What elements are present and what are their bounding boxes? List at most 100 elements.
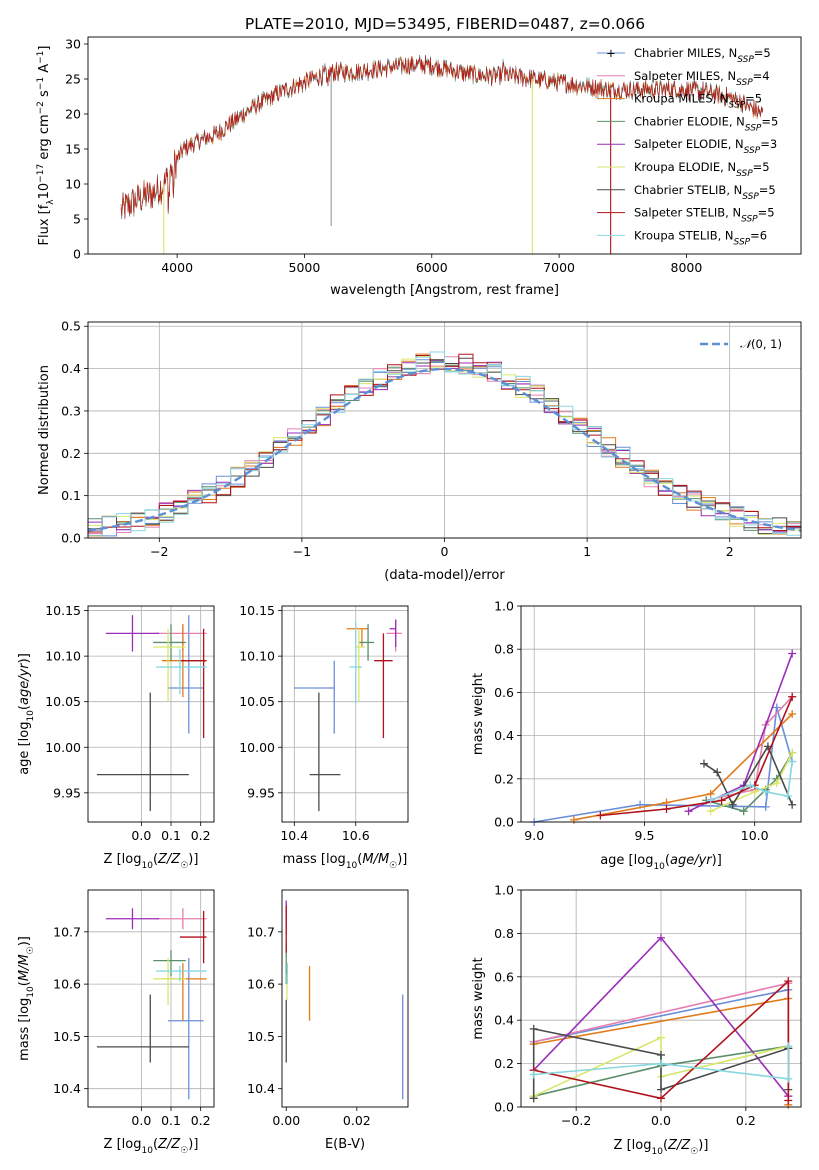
residuals-panel: −2 −1 0 1 2 0.0 0.1 0.2 0.3 0.4 0.5 𝒩(0, 1) (data-mo…: [37, 319, 802, 583]
x-tick-label: 10.6: [342, 828, 370, 843]
weight-marker: [784, 1096, 793, 1105]
y-tick-label: 0.1: [61, 488, 81, 503]
weight-series-line: [534, 706, 793, 823]
y-tick-label: 0.6: [494, 969, 514, 984]
x-axis-label: (data-model)/error: [384, 568, 505, 583]
x-tick-label: 4000: [161, 260, 193, 275]
weight-marker: [706, 796, 715, 805]
errorbar-group: [285, 900, 404, 1100]
gaussian-curve: [87, 367, 802, 532]
errorbar-group: [96, 908, 207, 1100]
weight-series-line: [706, 696, 793, 802]
y-tick-label: 0.4: [494, 728, 514, 743]
weight-marker: [788, 649, 797, 658]
errorbar-group: [96, 615, 207, 812]
mass-vs-extinction-panel: 0.00 0.02 10.4 10.5 10.6 10.7 E(B-V): [247, 889, 409, 1152]
x-tick-label: 0.2: [191, 828, 211, 843]
y-tick-label: 0.0: [494, 815, 514, 830]
weight-series-line: [533, 1046, 790, 1080]
weight-marker: [783, 792, 792, 801]
axes-frame: [87, 321, 802, 539]
y-axis-label: mass [log10(M/M☉)]: [17, 936, 36, 1061]
x-tick-label: −0.2: [561, 1113, 591, 1128]
y-tick-label: 0.3: [61, 403, 81, 418]
weight-marker: [657, 933, 665, 942]
figure-title: PLATE=2010, MJD=53495, FIBERID=0487, z=0…: [245, 15, 645, 33]
weight-marker: [529, 1070, 538, 1079]
weight-marker: [784, 977, 793, 986]
y-tick-label: 10.5: [53, 1029, 81, 1044]
x-axis-label: wavelength [Angstrom, rest frame]: [330, 283, 559, 298]
errorbar-group: [294, 619, 402, 812]
axes-frame: [87, 605, 215, 823]
y-tick-label: 30: [65, 37, 81, 52]
x-tick-label: 2: [726, 544, 734, 559]
y-tick-label: 15: [65, 142, 81, 157]
weight-marker: [596, 811, 605, 820]
y-tick-label: 0.4: [61, 361, 81, 376]
x-axis-label: Z [log10(Z/Z☉)]: [104, 1137, 199, 1156]
y-tick-label: 0.5: [61, 319, 81, 334]
y-tick-label: 10.4: [53, 1081, 81, 1096]
y-tick-label: 10.6: [53, 977, 81, 992]
y-tick-label: 10.5: [247, 1029, 275, 1044]
x-tick-label: 8000: [671, 260, 703, 275]
y-tick-label: 10.7: [247, 924, 275, 939]
axes-frame: [520, 889, 802, 1108]
y-tick-label: 20: [65, 107, 81, 122]
weight-marker: [784, 1074, 793, 1083]
weight-marker: [788, 748, 797, 757]
y-tick-label: 25: [65, 72, 81, 87]
weight-vs-age-panel: 9.0 9.5 10.0 0.0 0.2 0.4 0.6 0.8 1.0 age [log10(a…: [471, 599, 802, 872]
x-axis-label: Z [log10(Z/Z☉)]: [614, 1138, 709, 1157]
y-axis-label: Flux [fλ10−17 erg cm−2 s−1 A−1]: [36, 46, 56, 246]
y-tick-label: 0: [73, 247, 81, 262]
age-vs-mass-panel: 10.4 10.6 9.95 10.00 10.05 10.10 10.15 mass [lo…: [239, 603, 409, 871]
x-tick-label: −2: [150, 544, 168, 559]
legend-label: Chabrier ELODIE, NSSP=5: [634, 114, 778, 133]
x-tick-label: 9.0: [524, 828, 544, 843]
weight-marker: [657, 1059, 665, 1068]
weight-marker: [657, 1094, 665, 1103]
legend-label: Chabrier STELIB, NSSP=5: [634, 183, 776, 202]
y-tick-label: 1.0: [494, 599, 514, 614]
weight-marker: [728, 800, 737, 809]
weight-marker: [761, 787, 770, 796]
weight-marker: [662, 805, 671, 814]
spectrum-line: [120, 55, 764, 220]
x-tick-label: 10.4: [280, 828, 308, 843]
y-tick-label: 0.0: [61, 531, 81, 546]
legend-label: 𝒩(0, 1): [740, 337, 782, 351]
age-vs-metallicity-panel: 0.0 0.1 0.2 9.95 10.00 10.05 10.10 10.15 Z [log1…: [17, 603, 215, 871]
weight-marker: [788, 710, 797, 718]
x-tick-label: 0.0: [131, 1113, 151, 1128]
spectrum-panel: 4000 5000 6000 7000 8000 0 5 10 15 20 25 30 waveleng…: [36, 37, 802, 298]
legend-label: Salpeter ELODIE, NSSP=3: [634, 137, 777, 156]
legend-label: Kroupa STELIB, NSSP=6: [634, 228, 767, 247]
weight-series-line: [705, 752, 793, 813]
x-tick-label: 10.0: [741, 828, 769, 843]
x-tick-label: 5000: [289, 260, 321, 275]
x-tick-label: 0.1: [161, 1113, 181, 1128]
y-tick-label: 0.8: [494, 642, 514, 657]
axes-frame: [87, 889, 215, 1108]
x-tick-label: 9.5: [635, 828, 655, 843]
x-tick-label: 0.2: [736, 1113, 756, 1128]
x-axis-label: mass [log10(M/M☉)]: [283, 852, 408, 871]
weight-marker: [772, 703, 781, 712]
legend-label: Kroupa ELODIE, NSSP=5: [634, 160, 770, 179]
legend-label: Salpeter MILES, NSSP=4: [634, 69, 770, 88]
legend-marker: +: [606, 46, 616, 60]
weight-marker: [788, 692, 797, 701]
y-tick-label: 10.10: [239, 649, 275, 664]
weight-vs-metallicity-panel: −0.2 0.0 0.2 0.0 0.2 0.4 0.6 0.8 1.0 Z [log10(Z/Z…: [471, 883, 802, 1157]
weight-marker: [529, 1094, 538, 1103]
weight-marker: [529, 1024, 538, 1033]
weight-marker: [684, 807, 693, 816]
weight-marker: [772, 779, 781, 788]
y-tick-label: 10.10: [45, 649, 81, 664]
y-tick-label: 0.2: [494, 1056, 514, 1071]
y-axis-label: mass weight: [471, 957, 486, 1039]
x-tick-label: 0: [441, 544, 449, 559]
